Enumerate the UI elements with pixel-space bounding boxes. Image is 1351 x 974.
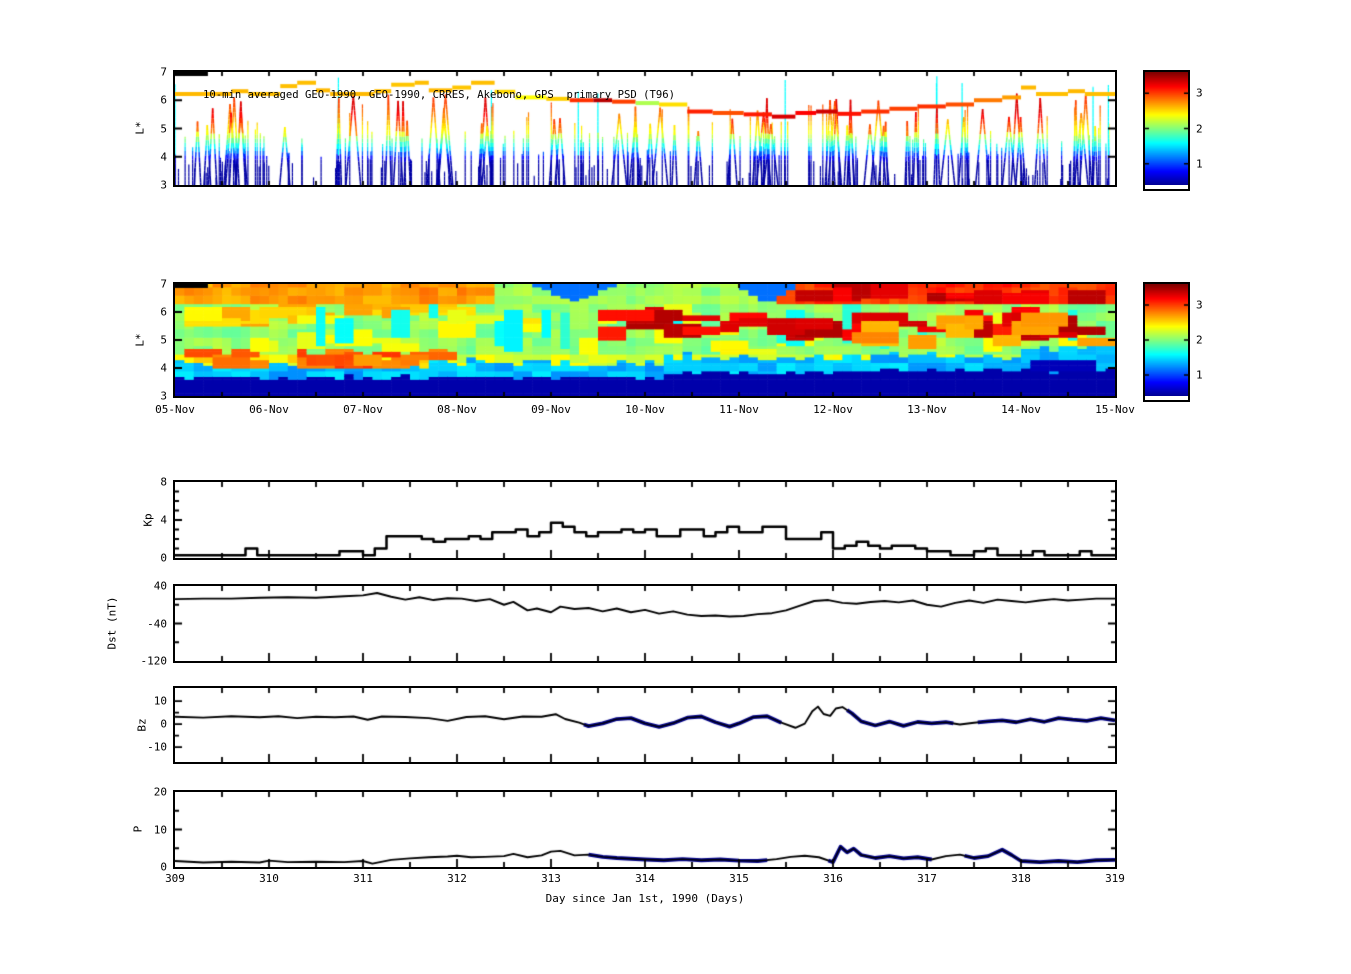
ylabel-p: P (131, 825, 145, 833)
date-tick-label: 09-Nov (531, 403, 571, 416)
y-tick-label: -120 (140, 654, 168, 668)
y-tick-label: 6 (160, 93, 167, 107)
x-tick-label: 316 (823, 872, 843, 885)
date-tick-label: 13-Nov (907, 403, 947, 416)
y-tick-label: 5 (160, 122, 167, 135)
ylabel-kp: Kp (141, 513, 155, 527)
colorbar-2-canvas (1145, 284, 1188, 396)
kp-canvas (175, 482, 1115, 558)
colorbar-tick-label: 1 (1196, 368, 1203, 382)
xaxis-label: Day since Jan 1st, 1990 (Days) (545, 892, 745, 905)
psd-heatmap-panel (173, 282, 1117, 398)
psd-heatmap-canvas (175, 284, 1115, 396)
psd-scatter-panel: 10-min averaged GEO-1990, GEO-1990, CRRE… (173, 70, 1117, 187)
y-tick-label: 4 (160, 150, 167, 164)
colorbar-1-canvas (1145, 72, 1188, 185)
date-tick-label: 07-Nov (343, 403, 383, 416)
x-tick-label: 312 (447, 872, 467, 885)
colorbar-tick-label: 3 (1196, 86, 1203, 100)
date-tick-label: 15-Nov (1095, 403, 1135, 416)
y-tick-label: 4 (160, 513, 167, 527)
colorbar-tick-label: 2 (1196, 333, 1203, 347)
p-canvas (175, 792, 1115, 867)
x-tick-label: 315 (729, 872, 749, 885)
y-tick-label: 0 (160, 860, 167, 874)
y-tick-label: 10 (153, 823, 167, 836)
date-tick-label: 11-Nov (719, 403, 759, 416)
y-tick-label: -40 (147, 617, 167, 630)
dst-canvas (175, 586, 1115, 661)
y-tick-label: 7 (160, 277, 167, 291)
p-panel (173, 790, 1117, 869)
x-tick-label: 317 (917, 872, 937, 885)
date-tick-label: 08-Nov (437, 403, 477, 416)
y-tick-label: 4 (160, 361, 167, 375)
x-tick-label: 310 (259, 872, 279, 885)
y-tick-label: -10 (147, 740, 167, 754)
colorbar-2 (1143, 282, 1190, 402)
kp-panel (173, 480, 1117, 560)
bz-panel (173, 686, 1117, 764)
x-tick-label: 311 (353, 872, 373, 885)
y-tick-label: 8 (160, 475, 167, 489)
y-tick-label: 7 (160, 65, 167, 79)
y-tick-label: 20 (153, 785, 167, 799)
bz-canvas (175, 688, 1115, 762)
y-tick-label: 0 (160, 717, 167, 731)
x-tick-label: 319 (1105, 872, 1125, 885)
y-tick-label: 3 (160, 389, 167, 403)
ylabel-bz: Bz (135, 718, 149, 732)
ylabel-dst: Dst (nT) (105, 596, 119, 650)
date-tick-label: 12-Nov (813, 403, 853, 416)
ylabel-lstar-1: L* (133, 121, 147, 135)
plot-title: 10-min averaged GEO-1990, GEO-1990, CRRE… (203, 89, 675, 101)
x-tick-label: 309 (165, 872, 185, 885)
date-tick-label: 14-Nov (1001, 403, 1041, 416)
dst-panel (173, 584, 1117, 663)
colorbar-1 (1143, 70, 1190, 191)
y-tick-label: 0 (160, 551, 167, 565)
psd-scatter-canvas (175, 72, 1115, 185)
x-tick-label: 318 (1011, 872, 1031, 885)
colorbar-tick-label: 1 (1196, 157, 1203, 171)
y-tick-label: 6 (160, 305, 167, 319)
colorbar-tick-label: 2 (1196, 122, 1203, 135)
colorbar-tick-label: 3 (1196, 298, 1203, 312)
date-tick-label: 06-Nov (249, 403, 289, 416)
date-tick-label: 10-Nov (625, 403, 665, 416)
y-tick-label: 40 (153, 579, 167, 593)
date-tick-label: 05-Nov (155, 403, 195, 416)
y-tick-label: 3 (160, 178, 167, 192)
y-tick-label: 10 (153, 694, 167, 708)
x-tick-label: 314 (635, 872, 655, 885)
x-tick-label: 313 (541, 872, 561, 885)
ylabel-lstar-2: L* (133, 333, 147, 347)
y-tick-label: 5 (160, 333, 167, 347)
